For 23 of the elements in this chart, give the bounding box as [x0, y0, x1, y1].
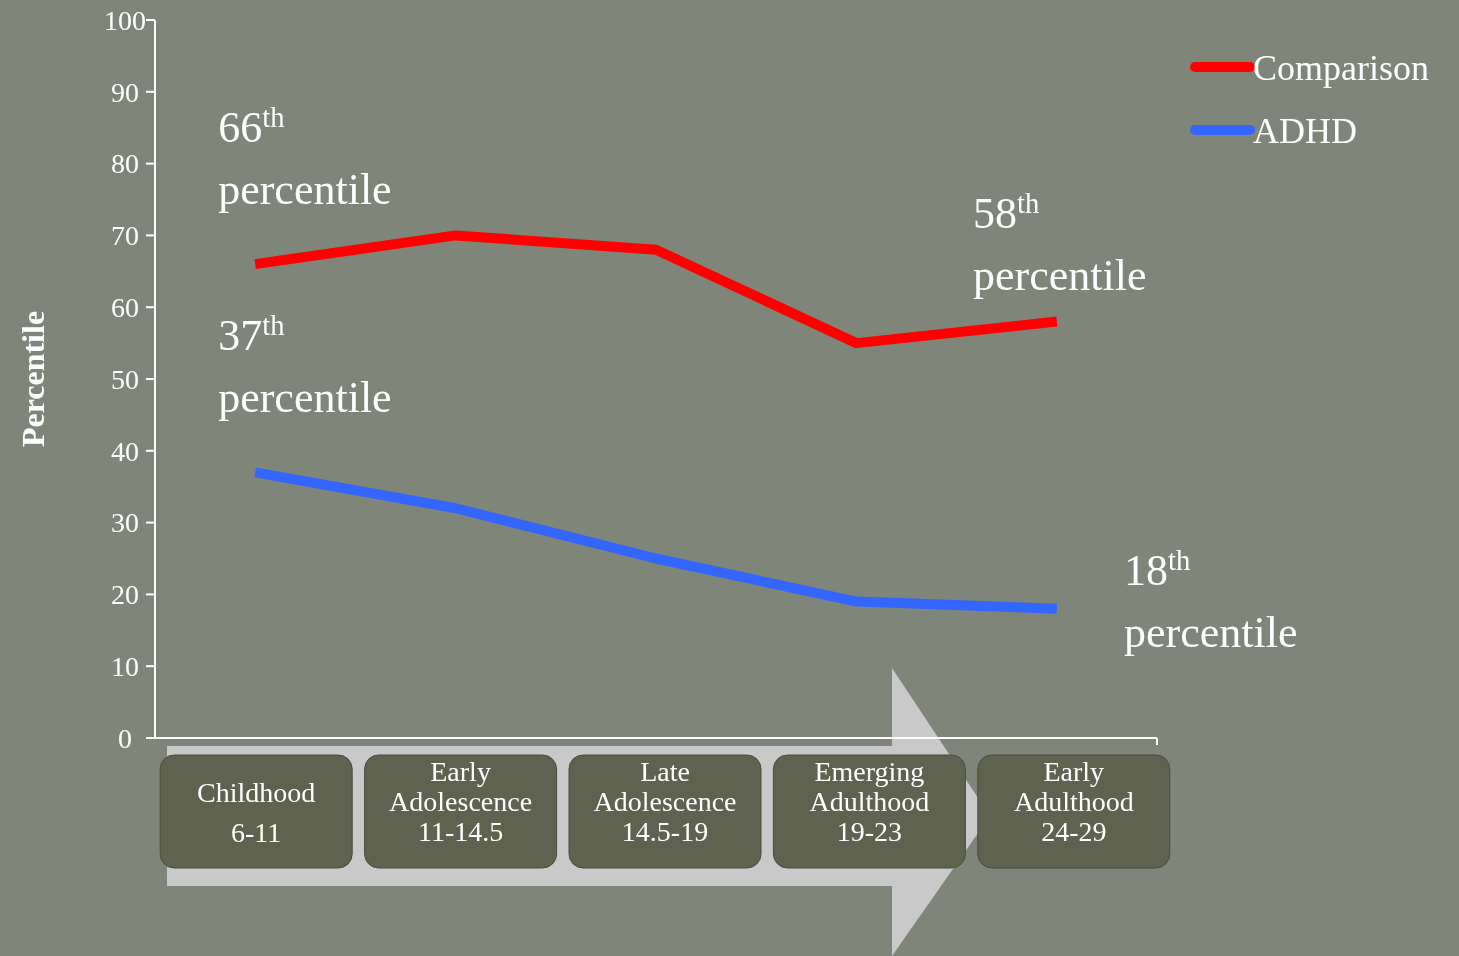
- y-tick-label: 70: [111, 220, 139, 252]
- y-tick-label: 10: [111, 651, 139, 682]
- legend-label: Comparison: [1253, 47, 1429, 88]
- y-tick-label: 100: [104, 4, 146, 36]
- annotation: 66$^{th}$ percentile: [218, 101, 392, 215]
- y-tick-label: 80: [111, 148, 139, 180]
- x-tick-label: Early Adulthood 24-29: [1013, 756, 1134, 847]
- x-tick-label: Emerging Adulthood 19-23: [809, 756, 930, 847]
- y-tick-label: 20: [111, 579, 139, 611]
- annotation: 18$^{th}$ percentile: [1124, 544, 1298, 657]
- annotation: 58$^{th}$ percentile: [973, 187, 1147, 300]
- x-tick-label: Late Adolescence 14.5-19: [593, 756, 737, 847]
- y-tick-label: 60: [111, 292, 139, 323]
- legend-label: ADHD: [1253, 110, 1357, 151]
- y-tick-label: 50: [111, 363, 139, 395]
- annotation: 37$^{th}$ percentile: [218, 309, 392, 423]
- y-tick-label: 0: [118, 722, 132, 754]
- y-tick-label: 90: [111, 76, 139, 108]
- x-tick-label: Early Adolescence 11-14.5: [389, 756, 533, 847]
- y-axis-title: Percentile: [15, 310, 51, 448]
- y-tick-label: 30: [111, 507, 139, 539]
- x-tick-label: Childhood 6-11: [197, 777, 316, 848]
- y-tick-label: 40: [111, 435, 139, 467]
